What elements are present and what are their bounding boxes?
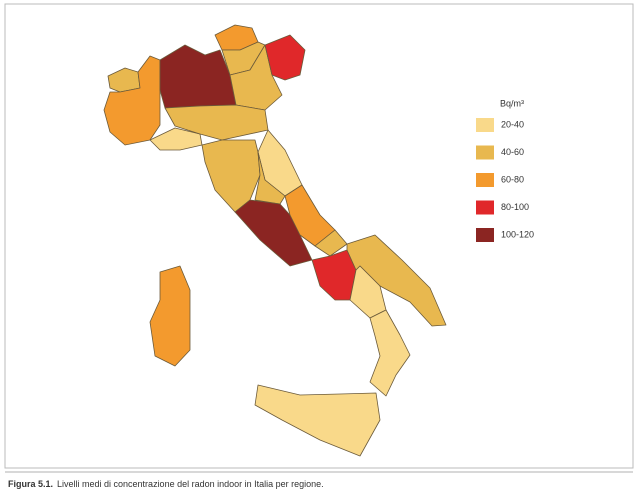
region: [107, 67, 141, 93]
region: [369, 309, 411, 397]
region: [264, 34, 306, 81]
legend-label: 60-80: [501, 174, 524, 184]
legend-swatch: [476, 228, 494, 242]
map: [103, 24, 447, 457]
region: [311, 249, 357, 301]
region: [103, 55, 161, 146]
frame: [4, 3, 634, 469]
region: [201, 139, 261, 213]
legend: Bq/m³ 20-40 40-60 60-80 80-100 100-120: [476, 98, 534, 242]
caption-text: Livelli medi di concentrazione del radon…: [57, 479, 324, 489]
region: [254, 384, 381, 457]
region: [149, 265, 191, 367]
legend-swatch: [476, 145, 494, 160]
caption-label: Figura 5.1.: [8, 479, 53, 489]
region: [346, 234, 447, 327]
legend-label: 100-120: [501, 229, 534, 239]
legend-label: 20-40: [501, 119, 524, 129]
legend-title: Bq/m³: [500, 98, 524, 108]
legend-label: 40-60: [501, 147, 524, 157]
legend-swatch: [476, 173, 494, 187]
caption: Figura 5.1. Livelli medi di concentrazion…: [8, 479, 324, 489]
legend-swatch: [476, 200, 494, 215]
legend-label: 80-100: [501, 202, 529, 212]
legend-swatch: [476, 118, 494, 132]
